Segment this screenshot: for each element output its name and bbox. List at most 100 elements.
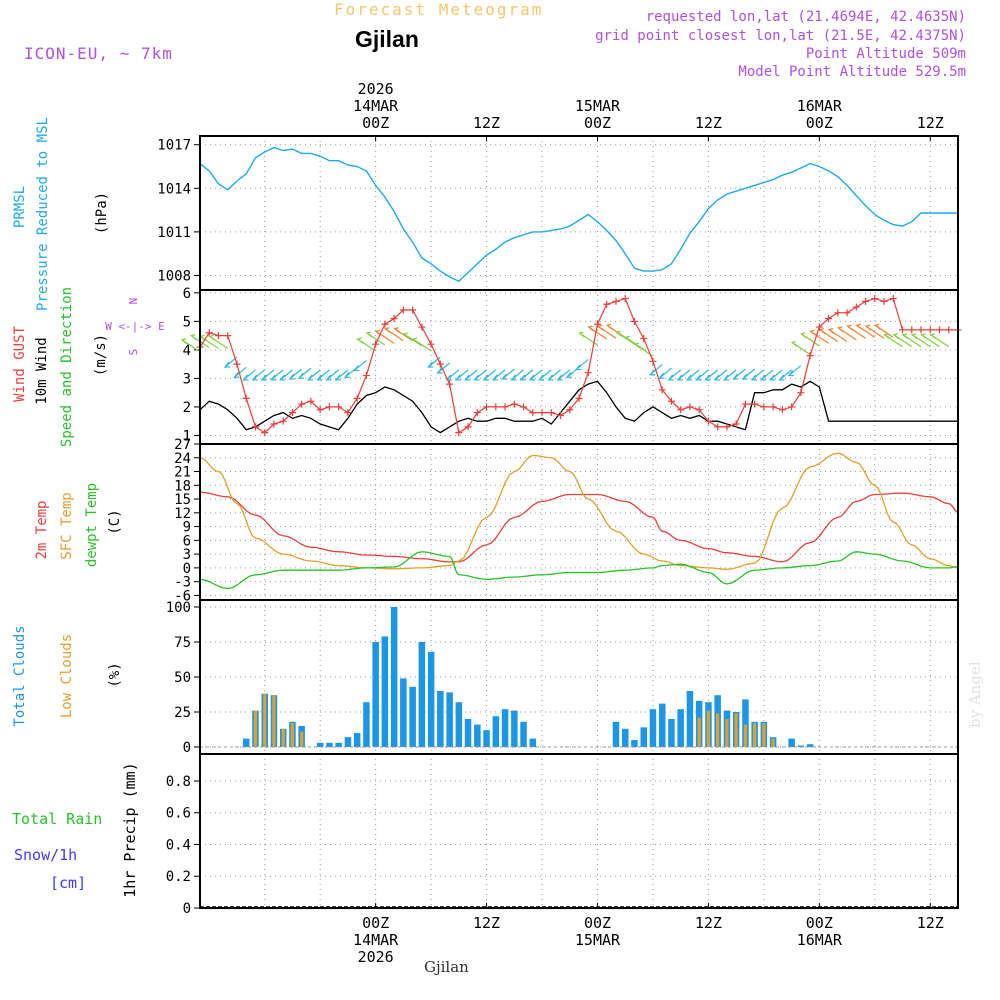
wind-arrow-head bbox=[732, 373, 739, 380]
wind-arrow-head bbox=[704, 374, 711, 381]
total-cloud-bar bbox=[344, 737, 352, 747]
wind-gust-marker bbox=[409, 306, 417, 314]
top-time-label: 00Z bbox=[362, 114, 389, 132]
wind-gust-marker bbox=[427, 340, 435, 348]
wind-arrow-head bbox=[846, 324, 853, 331]
wind-arrow-head bbox=[374, 329, 382, 336]
wind-arrow-head bbox=[929, 333, 937, 340]
wind-gust-marker bbox=[251, 423, 259, 431]
y-tick-label: 9 bbox=[183, 520, 191, 536]
wind-arrow-head bbox=[578, 331, 585, 338]
wind-gust-marker bbox=[852, 303, 860, 311]
low-cloud-bar bbox=[697, 717, 701, 747]
wind-gust-marker bbox=[455, 429, 463, 437]
total-cloud-bar bbox=[353, 733, 361, 747]
wind-gust-marker bbox=[344, 409, 352, 417]
top-time-label: 2026 bbox=[358, 80, 394, 98]
y-tick-label: 0 bbox=[183, 740, 191, 756]
wind-gust-marker bbox=[233, 360, 241, 368]
total-cloud-bar bbox=[797, 745, 805, 747]
bottom-time-label: 12Z bbox=[695, 914, 722, 932]
wind-gust-marker bbox=[778, 406, 786, 414]
wind-arrow-head bbox=[454, 374, 462, 381]
wind-gust-marker bbox=[492, 403, 500, 411]
wind-arrow-head bbox=[316, 374, 323, 381]
total-cloud-bar bbox=[677, 709, 684, 747]
wind-arrow-head bbox=[892, 333, 900, 340]
wind-gust-marker bbox=[723, 423, 731, 431]
compass-north: N bbox=[127, 298, 140, 305]
wind-gust-marker bbox=[649, 357, 657, 365]
snow-label: Snow/1h bbox=[14, 846, 77, 864]
wind-gust-marker bbox=[205, 329, 213, 337]
wind-arrow-head bbox=[365, 331, 373, 338]
wind-gust-marker bbox=[593, 320, 601, 328]
wind-gust-marker bbox=[677, 406, 685, 414]
y-tick-label: 1011 bbox=[157, 225, 191, 241]
wind-arrow-head bbox=[790, 340, 798, 347]
total-cloud-bar bbox=[400, 678, 407, 747]
wind-gust-marker bbox=[529, 409, 537, 417]
y-tick-label: -6 bbox=[174, 588, 191, 604]
wind-gust-marker bbox=[325, 403, 333, 411]
wind-gust-marker bbox=[446, 380, 454, 388]
wind-arrow-head bbox=[180, 338, 188, 345]
wind-gust-marker bbox=[714, 423, 722, 431]
clouds-label-low: Low Clouds bbox=[59, 634, 75, 718]
wind-arrow-head bbox=[750, 374, 757, 381]
y-tick-label: 1017 bbox=[157, 138, 191, 154]
y-tick-label: 1014 bbox=[157, 181, 191, 197]
wind-arrow-head bbox=[633, 342, 641, 349]
wind-arrow-head bbox=[501, 373, 508, 380]
bottom-time-label: 2026 bbox=[358, 948, 394, 966]
y-tick-label: -3 bbox=[174, 575, 191, 591]
total-cloud-bar bbox=[622, 728, 629, 747]
wind-arrow-head bbox=[667, 374, 674, 381]
wind-arrow-head bbox=[920, 333, 927, 340]
wind-gust-marker bbox=[936, 326, 944, 334]
y-tick-label: 1008 bbox=[157, 268, 191, 284]
wind-gust-marker bbox=[279, 417, 287, 425]
total-cloud-bar bbox=[612, 721, 620, 747]
temp-2m-line bbox=[199, 491, 959, 563]
y-tick-label: 0.2 bbox=[166, 869, 191, 885]
wind-gust-marker bbox=[483, 403, 491, 411]
wind-arrow-head bbox=[695, 374, 702, 381]
compass-west-east: W <-|-> E bbox=[105, 320, 165, 333]
wind-gust-marker bbox=[307, 397, 315, 405]
wind-gust-marker bbox=[806, 352, 814, 360]
precip-unit: 1hr Precip (mm) bbox=[121, 762, 139, 897]
wind-arrow-head bbox=[587, 325, 595, 332]
wind-arrow-head bbox=[393, 327, 400, 334]
wind-gust-marker bbox=[473, 409, 481, 417]
y-tick-label: 6 bbox=[183, 286, 191, 302]
y-tick-label: 18 bbox=[174, 478, 191, 494]
temp-sfc-line bbox=[199, 452, 959, 570]
wind-arrow-head bbox=[658, 372, 665, 379]
wind-speed-line bbox=[199, 380, 958, 434]
wind-arrow-head bbox=[855, 323, 863, 330]
top-time-label: 16MAR bbox=[797, 97, 843, 115]
y-tick-label: 24 bbox=[174, 451, 191, 467]
wind-arrow-head bbox=[901, 333, 909, 340]
total-cloud-bar bbox=[631, 740, 638, 747]
temp-label-sfc: SFC Temp bbox=[59, 492, 75, 559]
wind-gust-marker bbox=[926, 326, 934, 334]
wind-gust-marker bbox=[547, 409, 555, 417]
wind-arrow-head bbox=[676, 374, 683, 381]
wind-arrow-head bbox=[778, 374, 785, 381]
wind-arrow-head bbox=[827, 328, 835, 335]
wind-arrow-head bbox=[836, 326, 844, 333]
total-cloud-bar bbox=[243, 738, 250, 747]
wind-gust-marker bbox=[316, 406, 324, 414]
model-point-altitude: Model Point Altitude 529.5m bbox=[738, 64, 966, 80]
total-cloud-bar bbox=[409, 686, 416, 747]
total-cloud-bar bbox=[455, 702, 463, 747]
pressure-label-desc: Pressure Reduced to MSL bbox=[35, 117, 51, 311]
wind-gust-marker bbox=[612, 297, 620, 305]
wind-gust-marker bbox=[575, 394, 583, 402]
y-tick-label: 0.6 bbox=[166, 806, 191, 822]
wind-gust-marker bbox=[621, 295, 629, 303]
y-tick-label: 1 bbox=[183, 428, 191, 444]
wind-gust-marker bbox=[353, 394, 361, 402]
